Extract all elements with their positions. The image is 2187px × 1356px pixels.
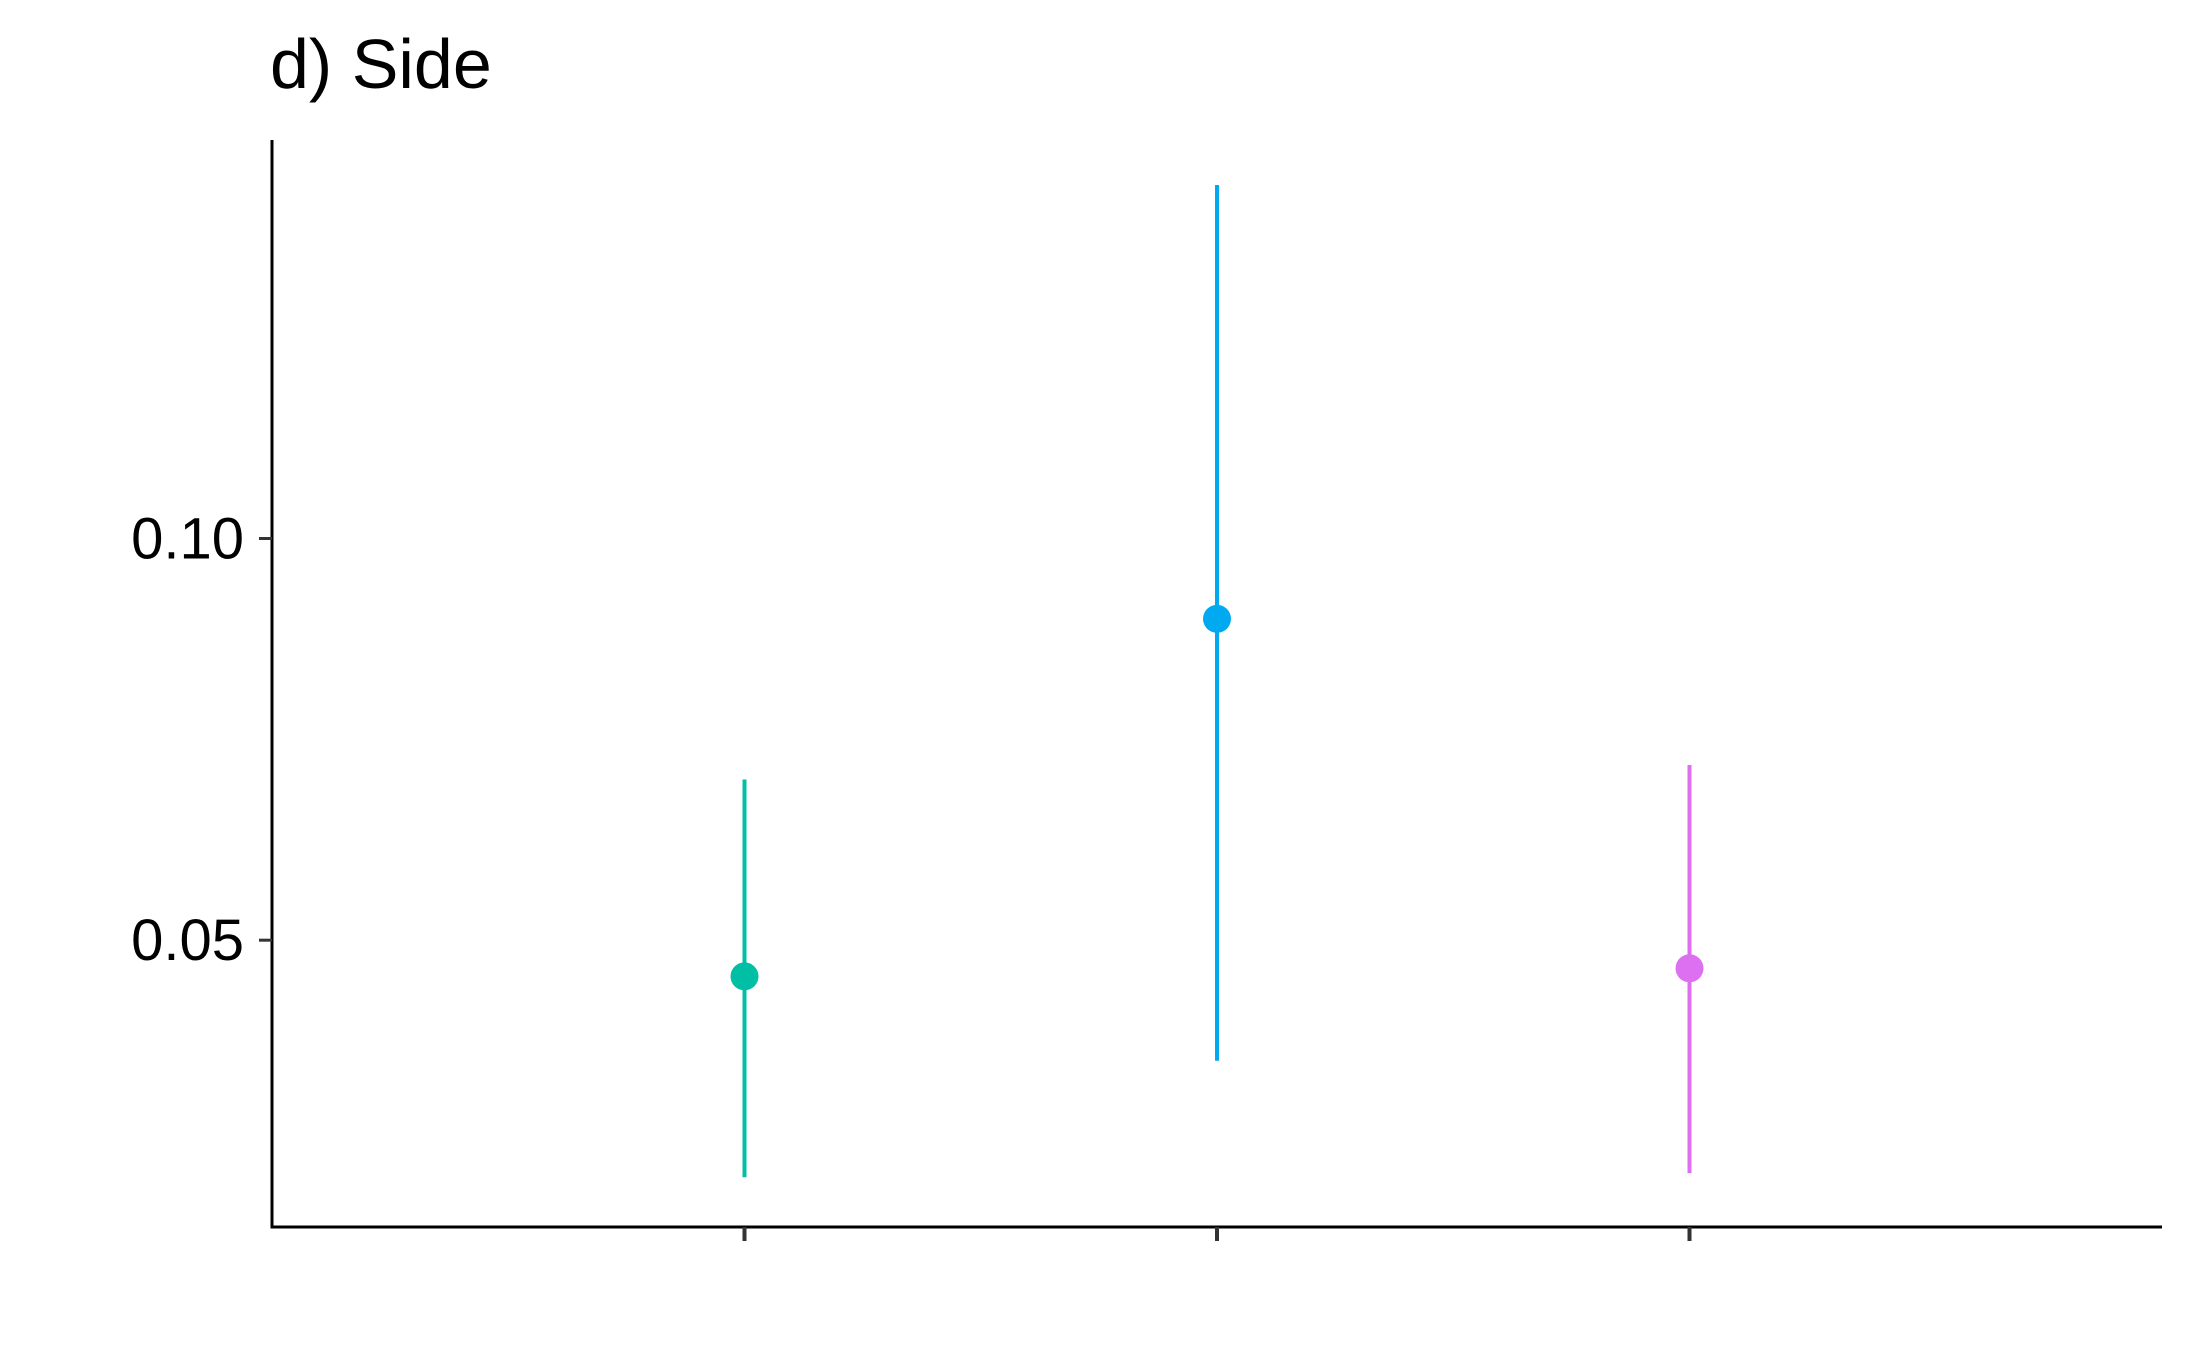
chart-title: d) Side: [270, 25, 492, 103]
y-tick-label: 0.10: [131, 506, 244, 571]
data-point: [1203, 604, 1231, 633]
data-point: [730, 962, 759, 991]
data-marks: [730, 184, 1704, 1178]
y-axis: 0.05 0.10: [131, 140, 274, 1229]
data-point: [1675, 954, 1704, 983]
x-axis: [270, 1225, 2162, 1241]
y-tick-label: 0.05: [131, 908, 244, 973]
